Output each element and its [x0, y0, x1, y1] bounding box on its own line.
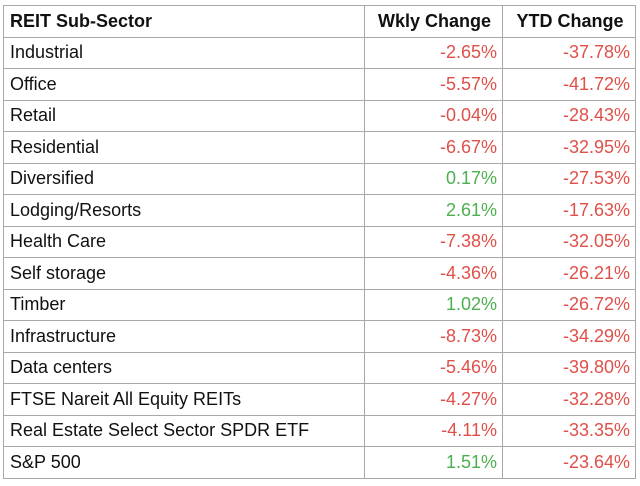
sector-cell: Diversified — [3, 162, 365, 195]
ytd-change-cell: -41.72% — [502, 68, 636, 101]
ytd-change-cell: -32.95% — [502, 131, 636, 164]
ytd-change-cell: -26.21% — [502, 257, 636, 290]
table-row: Data centers -5.46% -39.80% — [3, 351, 636, 384]
sector-cell: Timber — [3, 288, 365, 321]
wkly-change-cell: -5.57% — [364, 68, 503, 101]
wkly-change-cell: -8.73% — [364, 320, 503, 353]
header-sector: REIT Sub-Sector — [3, 5, 365, 38]
wkly-change-cell: 1.02% — [364, 288, 503, 321]
header-row: REIT Sub-Sector Wkly Change YTD Change — [3, 5, 636, 38]
ytd-change-cell: -39.80% — [502, 351, 636, 384]
header-wkly-change: Wkly Change — [364, 5, 503, 38]
sector-cell: Self storage — [3, 257, 365, 290]
wkly-change-cell: 0.17% — [364, 162, 503, 195]
ytd-change-cell: -23.64% — [502, 446, 636, 479]
wkly-change-cell: -4.27% — [364, 383, 503, 416]
sector-cell: Data centers — [3, 351, 365, 384]
wkly-change-cell: -5.46% — [364, 351, 503, 384]
ytd-change-cell: -33.35% — [502, 414, 636, 447]
table-row: Industrial -2.65% -37.78% — [3, 36, 636, 69]
sector-cell: Office — [3, 68, 365, 101]
table-row: Infrastructure -8.73% -34.29% — [3, 320, 636, 353]
ytd-change-cell: -34.29% — [502, 320, 636, 353]
ytd-change-cell: -28.43% — [502, 99, 636, 132]
ytd-change-cell: -17.63% — [502, 194, 636, 227]
table-row: Retail -0.04% -28.43% — [3, 99, 636, 132]
table-row: FTSE Nareit All Equity REITs -4.27% -32.28… — [3, 383, 636, 416]
ytd-change-cell: -32.05% — [502, 225, 636, 258]
sector-cell: Infrastructure — [3, 320, 365, 353]
wkly-change-cell: 1.51% — [364, 446, 503, 479]
sector-cell: Retail — [3, 99, 365, 132]
wkly-change-cell: -7.38% — [364, 225, 503, 258]
table-row: Office -5.57% -41.72% — [3, 68, 636, 101]
table-row: Health Care -7.38% -32.05% — [3, 225, 636, 258]
sector-cell: Industrial — [3, 36, 365, 69]
table-row: Real Estate Select Sector SPDR ETF -4.11%… — [3, 414, 636, 447]
sector-cell: Residential — [3, 131, 365, 164]
wkly-change-cell: -4.36% — [364, 257, 503, 290]
table-row: Diversified 0.17% -27.53% — [3, 162, 636, 195]
sector-cell: Real Estate Select Sector SPDR ETF — [3, 414, 365, 447]
ytd-change-cell: -37.78% — [502, 36, 636, 69]
wkly-change-cell: -2.65% — [364, 36, 503, 69]
table-row: Lodging/Resorts 2.61% -17.63% — [3, 194, 636, 227]
table-row: S&P 500 1.51% -23.64% — [3, 446, 636, 479]
header-ytd-change: YTD Change — [502, 5, 636, 38]
wkly-change-cell: -0.04% — [364, 99, 503, 132]
wkly-change-cell: -6.67% — [364, 131, 503, 164]
table-row: Self storage -4.36% -26.21% — [3, 257, 636, 290]
table-row: Residential -6.67% -32.95% — [3, 131, 636, 164]
ytd-change-cell: -26.72% — [502, 288, 636, 321]
ytd-change-cell: -32.28% — [502, 383, 636, 416]
reit-performance-table: REIT Sub-Sector Wkly Change YTD Change I… — [3, 5, 636, 479]
wkly-change-cell: -4.11% — [364, 414, 503, 447]
wkly-change-cell: 2.61% — [364, 194, 503, 227]
sector-cell: Health Care — [3, 225, 365, 258]
ytd-change-cell: -27.53% — [502, 162, 636, 195]
table-row: Timber 1.02% -26.72% — [3, 288, 636, 321]
sector-cell: Lodging/Resorts — [3, 194, 365, 227]
sector-cell: FTSE Nareit All Equity REITs — [3, 383, 365, 416]
sector-cell: S&P 500 — [3, 446, 365, 479]
